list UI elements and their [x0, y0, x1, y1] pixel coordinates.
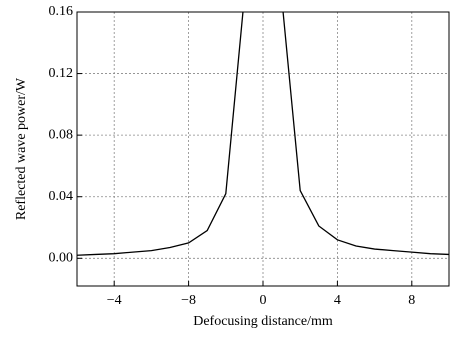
- y-tick-label: 0.16: [49, 4, 74, 19]
- y-tick-label: 0.08: [49, 127, 74, 142]
- x-tick-label: −8: [181, 293, 196, 308]
- plot-frame: [76, 11, 450, 287]
- x-tick-label: −4: [107, 293, 122, 308]
- x-tick-label: 4: [334, 293, 341, 308]
- x-tick-label: 0: [260, 293, 267, 308]
- y-tick-label: 0.00: [49, 251, 74, 266]
- y-axis-label: Reflected wave power/W: [14, 77, 29, 220]
- data-line: [77, 12, 449, 256]
- y-tick-label: 0.04: [49, 189, 74, 204]
- x-tick-label: 8: [408, 293, 415, 308]
- x-axis-label: Defocusing distance/mm: [193, 314, 333, 329]
- y-tick-label: 0.12: [49, 66, 74, 81]
